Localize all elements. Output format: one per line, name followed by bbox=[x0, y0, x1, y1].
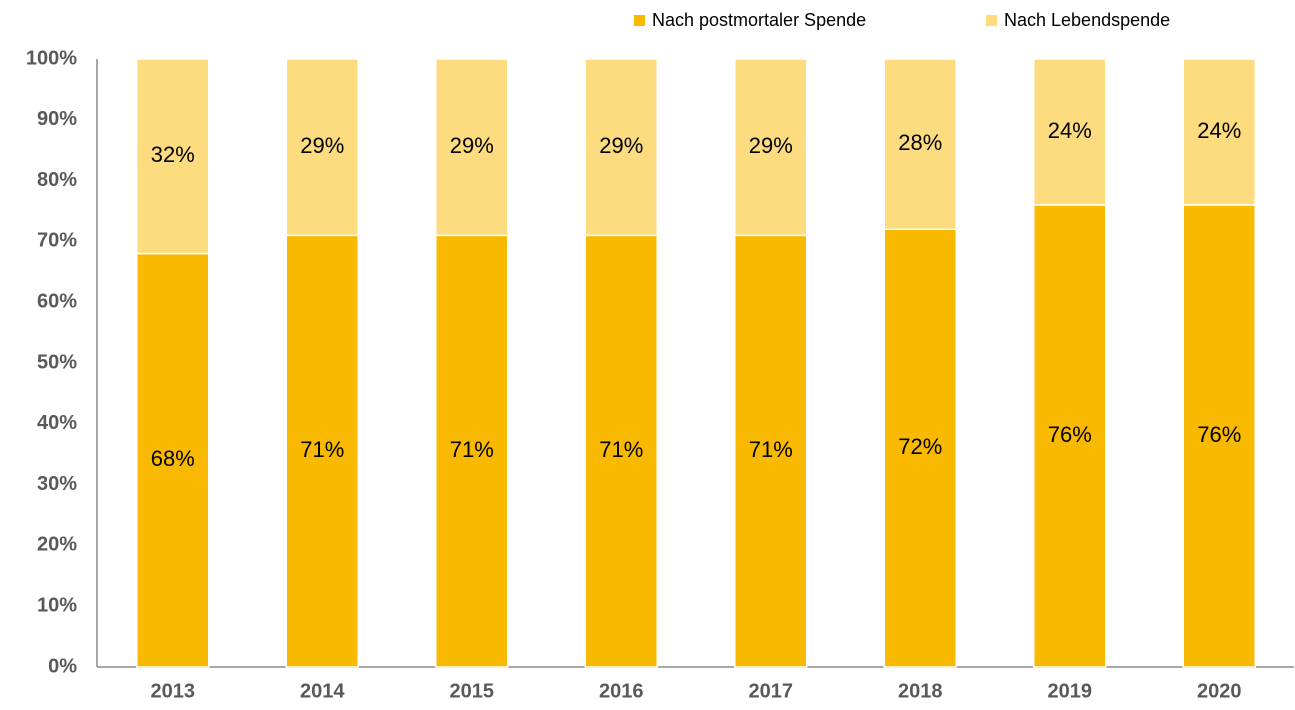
legend-label: Nach postmortaler Spende bbox=[652, 10, 866, 30]
bar-segment bbox=[1033, 204, 1107, 668]
x-tick-label: 2014 bbox=[300, 680, 345, 702]
legend-swatch bbox=[634, 15, 645, 26]
bar-segment bbox=[136, 252, 210, 668]
value-label: 24% bbox=[1197, 118, 1241, 143]
x-tick-label: 2018 bbox=[898, 680, 943, 702]
value-label: 72% bbox=[898, 434, 942, 459]
bar-segment bbox=[285, 58, 359, 237]
x-tick-label: 2019 bbox=[1048, 680, 1093, 702]
bar-segment bbox=[883, 58, 957, 230]
value-label: 71% bbox=[749, 437, 793, 462]
y-tick-label: 60% bbox=[37, 290, 77, 312]
value-label: 76% bbox=[1197, 422, 1241, 447]
value-label: 28% bbox=[898, 130, 942, 155]
x-tick-label: 2015 bbox=[450, 680, 495, 702]
bar-segment bbox=[435, 58, 509, 237]
value-label: 29% bbox=[300, 133, 344, 158]
y-tick-label: 80% bbox=[37, 169, 77, 191]
y-tick-label: 100% bbox=[26, 47, 77, 69]
bar-segment bbox=[1182, 58, 1256, 206]
bar-segment bbox=[136, 58, 210, 255]
x-tick-label: 2020 bbox=[1197, 680, 1242, 702]
y-tick-label: 90% bbox=[37, 108, 77, 130]
y-tick-label: 30% bbox=[37, 473, 77, 495]
value-label: 29% bbox=[599, 133, 643, 158]
value-label: 76% bbox=[1048, 422, 1092, 447]
y-tick-label: 50% bbox=[37, 351, 77, 373]
bar-segment bbox=[1033, 58, 1107, 206]
value-label: 29% bbox=[749, 133, 793, 158]
value-label: 71% bbox=[599, 437, 643, 462]
y-tick-label: 10% bbox=[37, 594, 77, 616]
value-label: 68% bbox=[151, 446, 195, 471]
bar-segment bbox=[1182, 204, 1256, 668]
value-label: 71% bbox=[300, 437, 344, 462]
bar-segment bbox=[734, 234, 808, 668]
legend-label: Nach Lebendspende bbox=[1004, 10, 1170, 30]
bar-segment bbox=[584, 234, 658, 668]
bar-segment bbox=[734, 58, 808, 237]
bar-segment bbox=[435, 234, 509, 668]
x-tick-label: 2016 bbox=[599, 680, 644, 702]
y-tick-label: 70% bbox=[37, 230, 77, 252]
value-label: 32% bbox=[151, 142, 195, 167]
bar-segment bbox=[883, 228, 957, 668]
y-tick-label: 0% bbox=[48, 655, 77, 677]
y-tick-label: 40% bbox=[37, 412, 77, 434]
x-tick-label: 2017 bbox=[749, 680, 794, 702]
value-label: 29% bbox=[450, 133, 494, 158]
legend-swatch bbox=[986, 15, 997, 26]
bar-segment bbox=[285, 234, 359, 668]
value-label: 71% bbox=[450, 437, 494, 462]
y-tick-label: 20% bbox=[37, 534, 77, 556]
bar-segment bbox=[584, 58, 658, 237]
x-tick-label: 2013 bbox=[151, 680, 196, 702]
value-label: 24% bbox=[1048, 118, 1092, 143]
